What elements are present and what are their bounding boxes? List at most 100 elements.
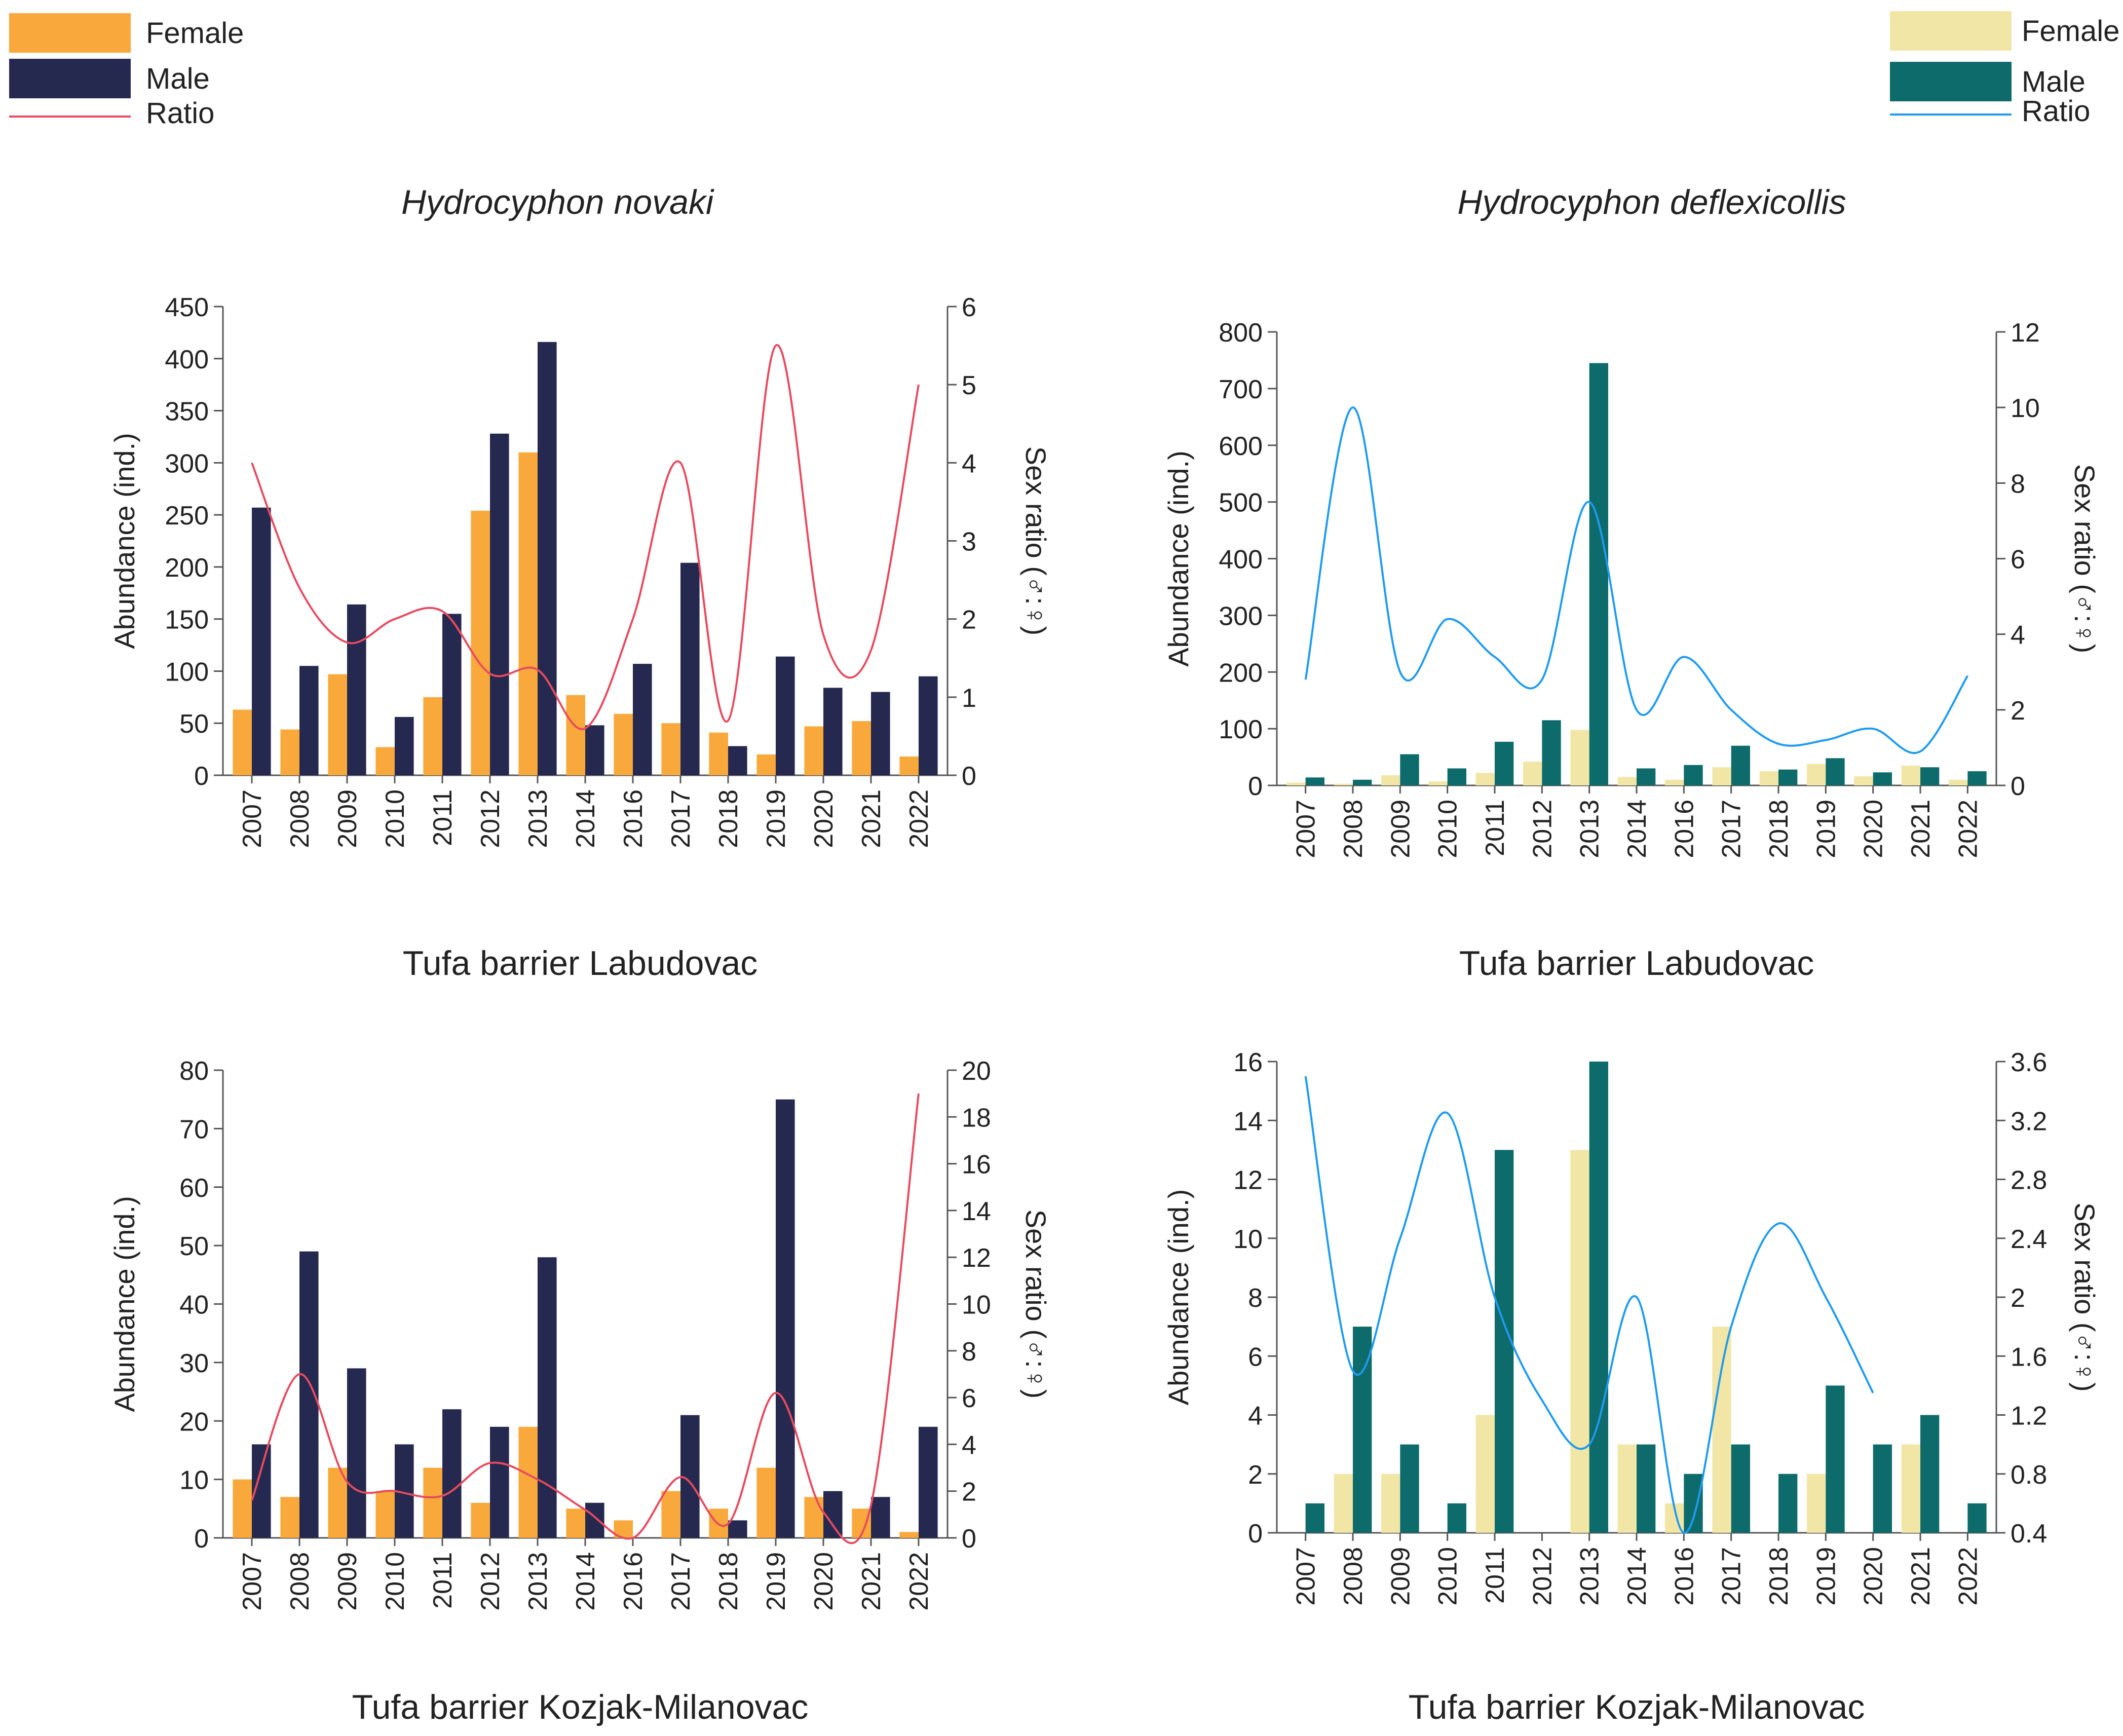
bar-female — [423, 697, 442, 775]
bar-male — [1637, 768, 1656, 785]
bar-female — [661, 723, 680, 775]
bar-female — [1286, 782, 1306, 785]
y-tick-label-left: 16 — [1233, 1048, 1263, 1077]
x-tick-label: 2021 — [857, 789, 886, 848]
x-tick-label: 2019 — [762, 789, 791, 848]
species-title-right: Hydrocyphon deflexicollis — [1457, 183, 1846, 221]
bar-male — [1826, 758, 1845, 785]
y-tick-label-right: 2 — [962, 1478, 976, 1507]
y-tick-label-right: 0.8 — [2011, 1460, 2047, 1490]
y-tick-label-left: 50 — [179, 709, 209, 739]
y-tick-label-right: 20 — [962, 1056, 991, 1086]
x-tick-label: 2011 — [428, 1552, 458, 1609]
bar-female — [518, 1426, 538, 1538]
bar-male — [1731, 1444, 1750, 1533]
x-tick-label: 2009 — [1386, 800, 1415, 858]
y-tick-label-right: 0 — [2011, 772, 2025, 801]
y-tick-label-left: 0 — [1248, 772, 1263, 801]
bar-male — [1589, 1062, 1608, 1533]
bar-female — [566, 1508, 585, 1538]
legend-swatch-female — [9, 13, 131, 53]
bar-female — [375, 747, 395, 775]
x-tick-label: 2013 — [523, 789, 553, 848]
bar-female — [1570, 1150, 1589, 1533]
y-axis-title: Abundance (ind.) — [1162, 1189, 1194, 1406]
legend-swatch-ratio — [9, 116, 131, 118]
bar-female — [614, 713, 633, 775]
bar-female — [804, 726, 823, 775]
y-tick-label-left: 350 — [165, 397, 209, 427]
bar-female — [1759, 771, 1778, 785]
bar-male — [1684, 1474, 1703, 1533]
x-tick-label: 2022 — [1953, 800, 1983, 858]
y2-axis-title: Sex ratio (♂:♀) — [2069, 1202, 2101, 1391]
bar-male — [823, 688, 843, 775]
y-tick-label-left: 14 — [1233, 1107, 1263, 1136]
bar-female — [709, 732, 728, 775]
y-tick-label-left: 10 — [179, 1466, 209, 1495]
x-tick-label: 2008 — [285, 1552, 315, 1611]
chart-deflexicollis-labudovac: 0 100 200 300 400 500 600 700 800 0 2 4 6 8 10 12 Abunda… — [1162, 318, 2101, 858]
bar-female — [471, 510, 490, 775]
x-tick-label: 2020 — [809, 1552, 839, 1611]
bar-male — [1353, 1327, 1372, 1533]
y-tick-label-left: 12 — [1233, 1166, 1263, 1195]
y2-axis-title: Sex ratio (♂:♀) — [2069, 464, 2101, 653]
bar-male — [1967, 1503, 1987, 1533]
bar-male — [1967, 771, 1987, 785]
x-tick-label: 2014 — [1622, 800, 1652, 858]
y-tick-label-right: 16 — [962, 1150, 991, 1180]
chart-novaki-labudovac: 0 50 100 150 200 250 300 350 400 450 0 1 2 3 4 5 6 Abunda… — [108, 293, 1052, 848]
bar-female — [518, 452, 538, 775]
y-tick-label-left: 450 — [165, 293, 209, 322]
ratio-line — [1304, 406, 1969, 754]
bar-male — [1447, 768, 1466, 785]
bar-female — [1475, 1415, 1495, 1533]
bar-male — [1826, 1385, 1845, 1533]
x-tick-label: 2021 — [857, 1552, 886, 1611]
legend-label-male: Male — [2022, 65, 2086, 98]
legend-item-male: Male — [9, 55, 262, 100]
y2-axis-title: Sex ratio (♂:♀) — [1020, 446, 1052, 635]
legend-label-ratio: Ratio — [146, 97, 215, 130]
y-tick-label-right: 0.4 — [2011, 1519, 2047, 1549]
bar-male — [1400, 754, 1419, 785]
bar-male — [1542, 720, 1561, 785]
bar-female — [328, 1467, 347, 1538]
x-tick-label: 2008 — [1339, 800, 1368, 858]
x-tick-label: 2014 — [571, 789, 600, 848]
bar-male — [1589, 363, 1608, 785]
y-tick-label-right: 3 — [962, 527, 976, 557]
y-tick-label-right: 1 — [962, 684, 976, 713]
y-tick-label-left: 600 — [1219, 432, 1263, 461]
x-tick-label: 2008 — [285, 789, 315, 848]
x-tick-label: 2007 — [238, 1552, 267, 1611]
bar-female — [1807, 1474, 1826, 1533]
y-tick-label-left: 100 — [1219, 715, 1263, 744]
bar-male — [1305, 1503, 1324, 1533]
legend-item-female: Female — [1890, 7, 2123, 58]
bar-male — [395, 716, 414, 775]
x-tick-label: 2019 — [762, 1552, 791, 1611]
y-tick-label-left: 400 — [165, 345, 209, 374]
y-tick-label-right: 3.6 — [2011, 1048, 2047, 1077]
site-title-bottom-left: Tufa barrier Kozjak-Milanovac — [352, 1688, 809, 1726]
x-tick-label: 2019 — [1811, 800, 1841, 858]
y-tick-label-left: 2 — [1248, 1460, 1263, 1490]
x-tick-label: 2018 — [714, 1552, 743, 1611]
y-tick-label-left: 700 — [1219, 375, 1263, 404]
y-tick-label-left: 70 — [179, 1115, 209, 1144]
y-tick-label-left: 0 — [1248, 1519, 1263, 1549]
bar-female — [1712, 1327, 1731, 1533]
bar-female — [1901, 765, 1920, 785]
legend-item-male: Male — [1890, 58, 2123, 103]
bar-female — [1523, 762, 1542, 785]
ratio-line — [251, 1093, 920, 1544]
x-tick-label: 2016 — [619, 789, 648, 848]
bar-female — [756, 1467, 776, 1538]
x-tick-label: 2009 — [1386, 1547, 1415, 1606]
x-tick-label: 2010 — [381, 1552, 410, 1611]
x-tick-label: 2013 — [523, 1552, 553, 1611]
bar-male — [442, 1409, 462, 1538]
bar-female — [756, 754, 776, 775]
